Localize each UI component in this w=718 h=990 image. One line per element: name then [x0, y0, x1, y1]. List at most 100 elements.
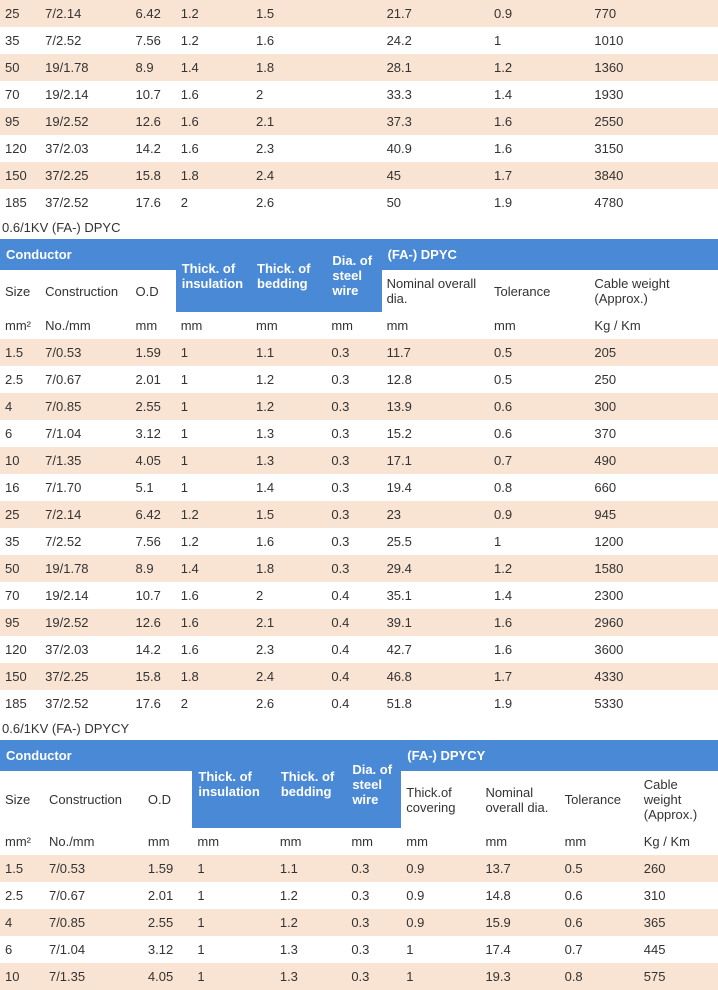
- table-cell: 0.8: [489, 474, 589, 501]
- table-cell: mm: [251, 312, 326, 339]
- table-cell: 4780: [589, 189, 718, 216]
- table-cell: Dia. of steel wire: [346, 740, 401, 828]
- table-row: 1.57/0.531.5911.10.311.70.5205: [0, 339, 718, 366]
- table-cell: 25.5: [382, 528, 489, 555]
- table-units-row: mm²No./mmmmmmmmmmmmmmmmKg / Km: [0, 828, 718, 855]
- table-cell: 19/2.52: [40, 609, 130, 636]
- table-cell: 19.4: [382, 474, 489, 501]
- table-cell: 1.8: [251, 555, 326, 582]
- table-cell: 1.3: [251, 420, 326, 447]
- table-row: 107/1.354.0511.30.317.10.7490: [0, 447, 718, 474]
- table-cell: Construction: [40, 270, 130, 312]
- table-row: 357/2.527.561.21.60.325.511200: [0, 528, 718, 555]
- table-cell: 1: [176, 393, 251, 420]
- table-cell: 1: [401, 963, 480, 990]
- table-row: 2.57/0.672.0111.20.30.914.80.6310: [0, 882, 718, 909]
- table-cell: 1: [489, 27, 589, 54]
- table-cell: 23: [382, 501, 489, 528]
- table-cell: 1.6: [176, 582, 251, 609]
- table-cell: 14.2: [131, 135, 176, 162]
- table-cell: Thick. of bedding: [251, 239, 326, 312]
- table-cell: 250: [589, 366, 718, 393]
- table-cell: 1.6: [176, 609, 251, 636]
- cable-table-dpyc: ConductorThick. of insulationThick. of b…: [0, 239, 718, 717]
- table-cell: 7/0.67: [40, 366, 130, 393]
- table-cell: 7/1.35: [40, 447, 130, 474]
- table-cell: 16: [0, 474, 40, 501]
- table-cell: 42.7: [382, 636, 489, 663]
- table-cell: 15.9: [480, 909, 559, 936]
- table-cell: 1: [401, 936, 480, 963]
- table-cell: 1.6: [251, 27, 382, 54]
- table-cell: 2.4: [251, 663, 326, 690]
- table-cell: 4.05: [143, 963, 192, 990]
- table-cell: 945: [589, 501, 718, 528]
- table-cell: 1580: [589, 555, 718, 582]
- table-cell: No./mm: [44, 828, 143, 855]
- table-cell: 1.6: [489, 108, 589, 135]
- table-cell: 1.2: [176, 501, 251, 528]
- table-cell: 1.7: [489, 162, 589, 189]
- table-cell: 1.1: [275, 855, 346, 882]
- table-cell: 29.4: [382, 555, 489, 582]
- table-cell: 19/2.52: [40, 108, 130, 135]
- table-units-row: mm²No./mmmmmmmmmmmmmmKg / Km: [0, 312, 718, 339]
- table-cell: 7.56: [131, 27, 176, 54]
- table-cell: 50: [0, 54, 40, 81]
- table-cell: 0.9: [401, 909, 480, 936]
- table-cell: 13.9: [382, 393, 489, 420]
- table-cell: 4: [0, 393, 40, 420]
- table-cell: 1: [192, 882, 274, 909]
- table-row: 9519/2.5212.61.62.137.31.62550: [0, 108, 718, 135]
- table-cell: 24.2: [382, 27, 489, 54]
- table-cell: 1.5: [0, 855, 44, 882]
- table-cell: Size: [0, 270, 40, 312]
- table-cell: 660: [589, 474, 718, 501]
- table-row: 47/0.852.5511.20.30.915.90.6365: [0, 909, 718, 936]
- table-cell: 40.9: [382, 135, 489, 162]
- table-cell: 4330: [589, 663, 718, 690]
- table-cell: 37/2.25: [40, 162, 130, 189]
- table-cell: 0.9: [489, 501, 589, 528]
- table-cell: Nominal overall dia.: [382, 270, 489, 312]
- table-cell: 0.4: [326, 609, 381, 636]
- table-cell: 310: [639, 882, 718, 909]
- table-cell: 19/2.14: [40, 81, 130, 108]
- table-cell: 17.1: [382, 447, 489, 474]
- table-cell: 7/2.52: [40, 528, 130, 555]
- table-cell: 0.4: [326, 636, 381, 663]
- table-cell: 1.9: [489, 189, 589, 216]
- table-cell: 12.8: [382, 366, 489, 393]
- table-cell: 2: [176, 690, 251, 717]
- table-cell: 120: [0, 636, 40, 663]
- table-cell: Thick. of insulation: [176, 239, 251, 312]
- table-cell: Construction: [44, 771, 143, 828]
- table-cell: 0.3: [346, 936, 401, 963]
- table-cell: 6: [0, 420, 40, 447]
- table-cell: 12.6: [131, 108, 176, 135]
- table-cell: 17.6: [131, 690, 176, 717]
- table-cell: 1.59: [131, 339, 176, 366]
- table-cell: 1200: [589, 528, 718, 555]
- table-cell: 28.1: [382, 54, 489, 81]
- table-cell: 2.6: [251, 189, 382, 216]
- table-cell: 1.6: [176, 108, 251, 135]
- table-cell: 39.1: [382, 609, 489, 636]
- table-cell: 0.5: [489, 366, 589, 393]
- table-cell: 1.5: [251, 501, 326, 528]
- table-cell: 6.42: [131, 0, 176, 27]
- table-row: 5019/1.788.91.41.80.329.41.21580: [0, 555, 718, 582]
- table-cell: 2.3: [251, 135, 382, 162]
- table-cell: mm²: [0, 828, 44, 855]
- table-cell: O.D: [143, 771, 192, 828]
- cable-table-dpycy: ConductorThick. of insulationThick. of b…: [0, 740, 718, 990]
- table-row: 357/2.527.561.21.624.211010: [0, 27, 718, 54]
- table-cell: 1: [192, 909, 274, 936]
- table-cell: 0.7: [560, 936, 639, 963]
- table-cell: 35: [0, 27, 40, 54]
- table-cell: 2.6: [251, 690, 326, 717]
- table-cell: 370: [589, 420, 718, 447]
- table-cell: 2.4: [251, 162, 382, 189]
- table-cell: mm: [131, 312, 176, 339]
- table-cell: Thick.of covering: [401, 771, 480, 828]
